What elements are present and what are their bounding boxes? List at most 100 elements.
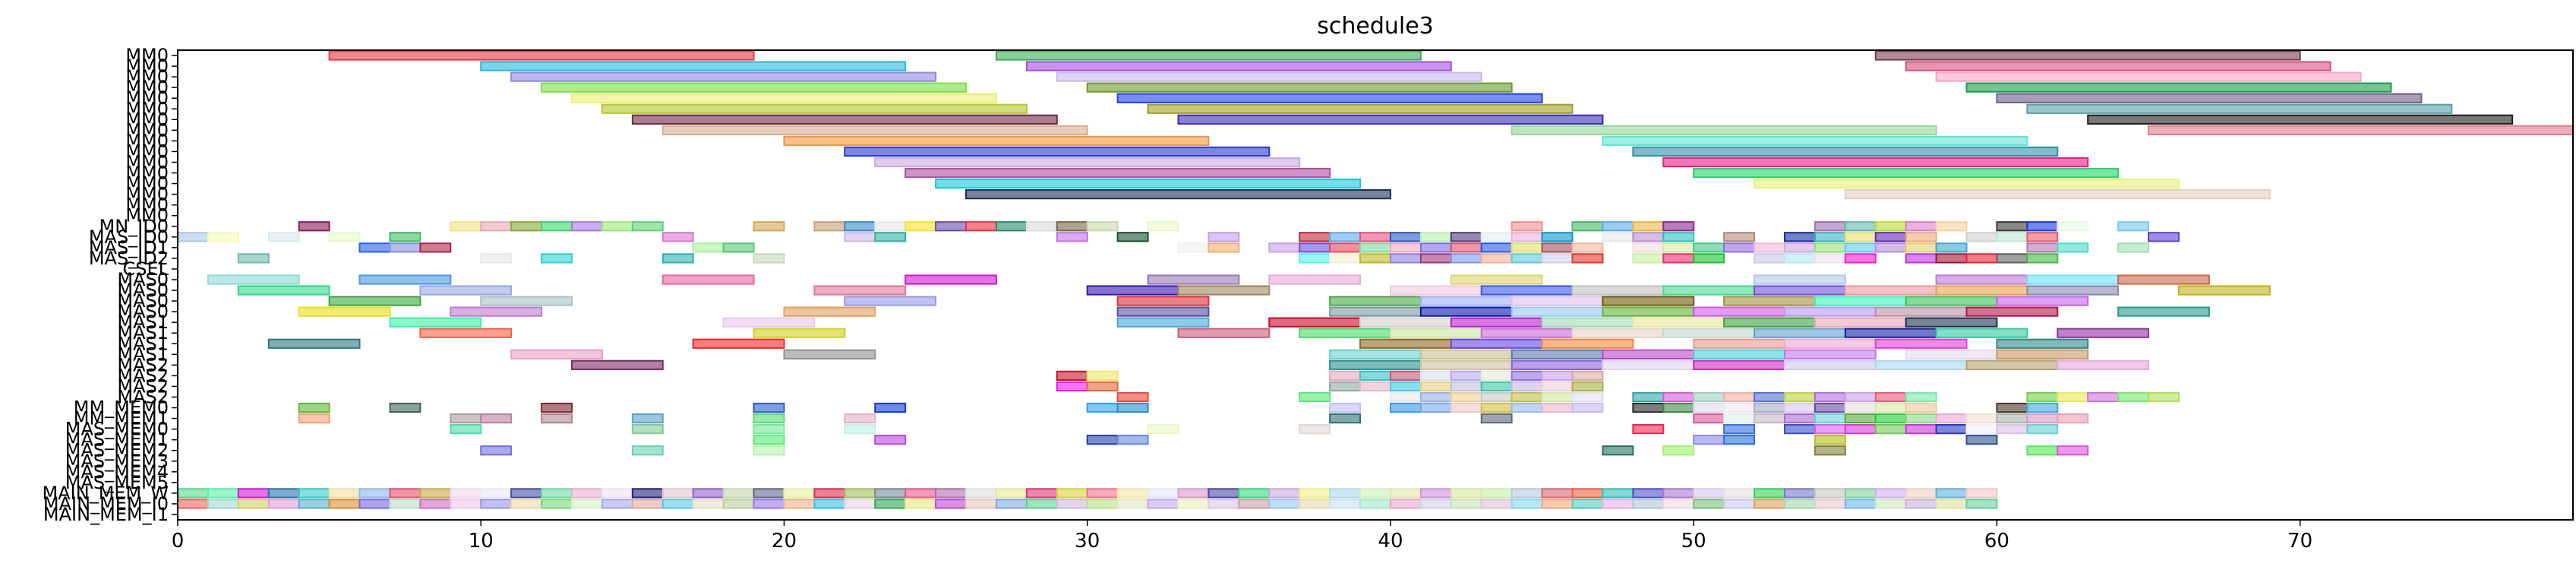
y-tick-label: MAIN_MEM_W	[43, 483, 169, 504]
task-bar	[1299, 499, 1331, 509]
task-bar	[2026, 274, 2120, 285]
task-bar	[1844, 402, 1877, 413]
task-bar	[1935, 424, 1968, 435]
x-axis: 0 10 20 30 40 50 60 70	[172, 520, 2312, 553]
x-tick-label: 60	[1984, 530, 2009, 553]
task-bar	[1116, 499, 1149, 509]
task-bar	[1208, 499, 1240, 509]
task-bar	[1419, 381, 1452, 392]
task-bar	[2057, 242, 2089, 253]
x-tick-label: 40	[1378, 530, 1403, 553]
task-bar	[1874, 359, 1968, 370]
task-bar	[1419, 242, 1452, 253]
task-bar	[753, 445, 785, 456]
task-bar	[1147, 274, 1240, 285]
task-bar	[1329, 381, 1362, 392]
task-bar	[419, 285, 513, 296]
task-bar	[1571, 285, 1665, 296]
task-bar	[1996, 253, 2028, 264]
task-bar	[480, 253, 513, 264]
task-bar	[1874, 338, 1968, 349]
task-bar	[358, 488, 391, 499]
task-bar	[1389, 499, 1422, 509]
task-bar	[1086, 381, 1119, 392]
task-bar	[1935, 285, 2028, 296]
task-bar	[1783, 499, 1816, 509]
task-bar	[1177, 114, 1604, 125]
task-bar	[1299, 232, 1331, 242]
task-bar	[813, 488, 846, 499]
task-bar	[1723, 242, 1756, 253]
task-bar	[631, 499, 664, 509]
task-bar	[1268, 317, 1362, 328]
task-bar	[389, 232, 421, 242]
task-bar	[1965, 306, 2059, 317]
task-bar	[541, 82, 968, 93]
task-bar	[1480, 328, 1574, 338]
task-bar	[1723, 296, 1816, 306]
task-bar	[722, 488, 755, 499]
task-bar	[1208, 232, 1240, 242]
task-bar	[874, 402, 907, 413]
task-bar	[2026, 103, 2453, 114]
task-bar	[1693, 488, 1725, 499]
task-bar	[1632, 424, 1665, 435]
task-bar	[1541, 232, 1574, 242]
task-bar	[1844, 221, 1877, 232]
y-tick-label: MM0	[125, 184, 169, 205]
task-bar	[1299, 488, 1331, 499]
task-bar	[1844, 242, 1877, 253]
task-bar	[1754, 499, 1785, 509]
y-tick-label: MM0	[125, 66, 169, 87]
task-bar	[1754, 413, 1785, 424]
task-bar	[1814, 391, 1846, 403]
task-bar	[2148, 125, 2574, 135]
task-bar	[1086, 435, 1119, 445]
task-bar	[1662, 499, 1695, 509]
task-bar	[1996, 349, 2089, 359]
task-bar	[874, 232, 907, 242]
task-bar	[631, 413, 664, 424]
task-bar	[1480, 370, 1513, 382]
task-bar	[1632, 242, 1665, 253]
task-bar	[1329, 296, 1422, 306]
task-bar	[753, 328, 846, 338]
task-bar	[1602, 488, 1634, 499]
y-tick-label: MM0	[125, 45, 169, 66]
task-bar	[753, 488, 785, 499]
task-bar	[1480, 381, 1513, 392]
y-tick-label: MAS2	[117, 386, 169, 407]
task-bar	[1571, 253, 1604, 264]
task-bar	[237, 499, 270, 509]
task-bar	[1268, 274, 1362, 285]
task-bar	[1329, 359, 1422, 370]
task-bar	[813, 221, 846, 232]
task-bar	[753, 402, 785, 413]
y-tick-label: MM0	[125, 205, 169, 226]
task-bar	[2026, 413, 2059, 424]
task-bar	[1511, 391, 1543, 403]
task-bar	[1419, 253, 1452, 264]
task-bar	[1602, 232, 1634, 242]
y-tick-label: MN_ID0	[99, 216, 169, 237]
y-tick-label: MAS1	[117, 333, 169, 354]
task-bar	[1025, 221, 1058, 232]
task-bar	[1511, 253, 1543, 264]
task-bar	[298, 499, 330, 509]
task-bar	[571, 488, 603, 499]
task-bar	[207, 274, 300, 285]
task-bar	[1541, 381, 1574, 392]
task-bar	[1450, 338, 1543, 349]
task-bar	[1965, 253, 1998, 264]
task-bar	[1541, 391, 1574, 403]
task-bar	[541, 402, 573, 413]
task-bar	[2117, 274, 2210, 285]
task-bar	[1177, 488, 1210, 499]
task-bar	[1905, 221, 1937, 232]
task-bar	[1208, 242, 1240, 253]
task-bar	[1480, 232, 1513, 242]
task-bar	[1299, 242, 1331, 253]
y-tick-label: MM0	[125, 163, 169, 184]
task-bar	[1723, 413, 1756, 424]
